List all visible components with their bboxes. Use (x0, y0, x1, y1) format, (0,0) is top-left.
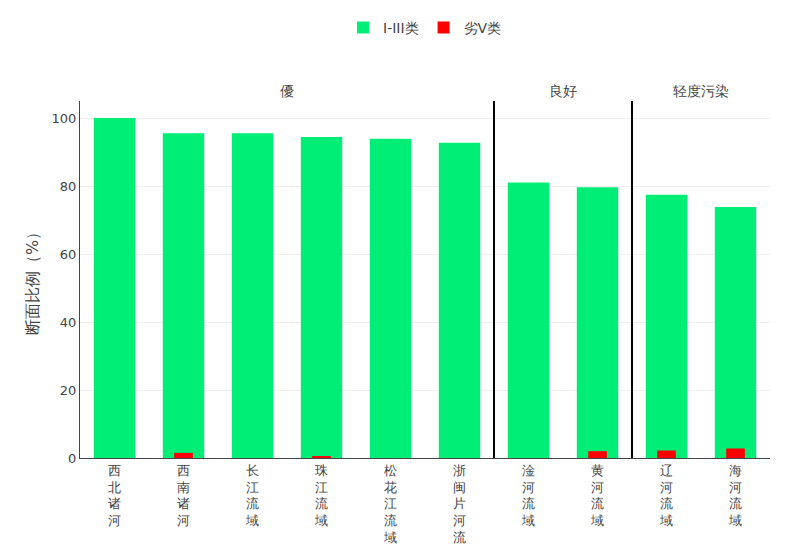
svg-text:良好: 良好 (549, 83, 577, 99)
svg-text:淦河流域: 淦河流域 (521, 463, 535, 529)
svg-text:西北诸河: 西北诸河 (108, 463, 121, 529)
svg-text:长江流域: 长江流域 (245, 463, 259, 529)
svg-text:海河流域: 海河流域 (728, 463, 742, 529)
svg-text:80: 80 (60, 179, 77, 194)
svg-text:優: 優 (280, 83, 294, 99)
svg-text:60: 60 (60, 247, 77, 262)
svg-text:松花江流域: 松花江流域 (383, 463, 397, 546)
svg-text:西南诸河: 西南诸河 (177, 463, 190, 529)
svg-text:100: 100 (52, 111, 77, 126)
svg-text:0: 0 (68, 451, 76, 466)
svg-text:轻度污染: 轻度污染 (673, 83, 729, 99)
svg-text:珠江流域: 珠江流域 (314, 463, 328, 529)
svg-text:辽河流域: 辽河流域 (659, 463, 673, 529)
svg-text:I-III类: I-III类 (383, 20, 419, 36)
svg-text:20: 20 (60, 383, 77, 398)
svg-text:40: 40 (60, 315, 77, 330)
svg-text:断面比例（%）: 断面比例（%） (23, 224, 42, 335)
svg-text:浙闽片河流: 浙闽片河流 (453, 463, 466, 546)
svg-text:劣V类: 劣V类 (464, 20, 502, 36)
svg-text:黄河流域: 黄河流域 (590, 463, 604, 529)
